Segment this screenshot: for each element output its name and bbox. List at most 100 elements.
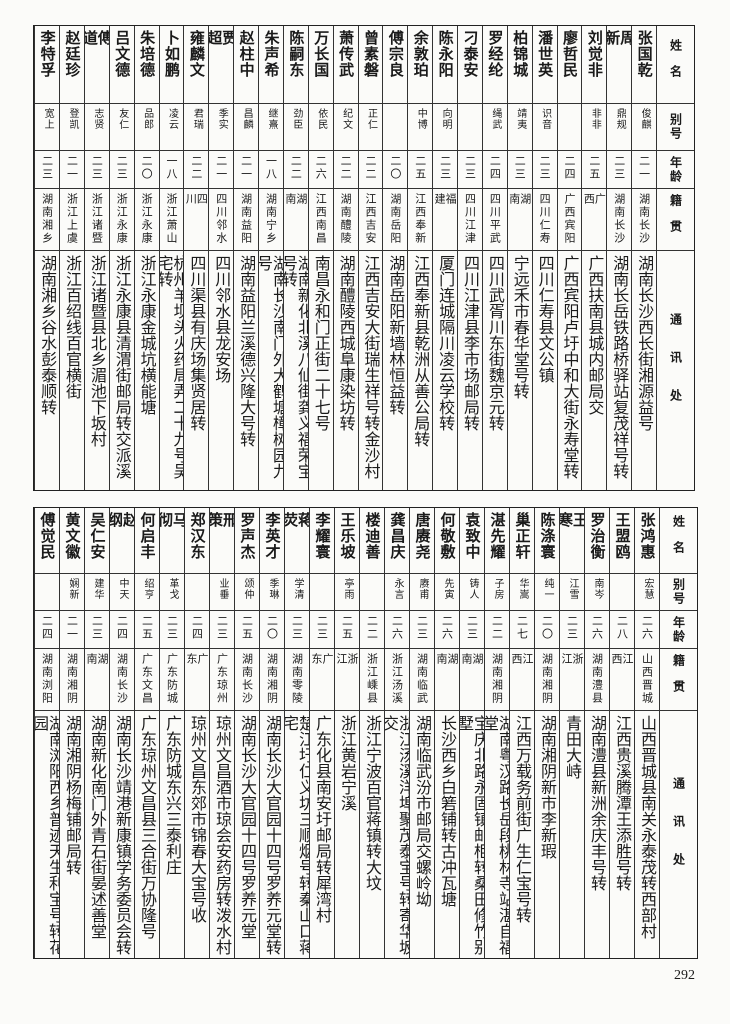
- age-text: 二一: [214, 155, 228, 181]
- alias-text: 业垂: [217, 578, 228, 600]
- header-label: 籍贯: [671, 653, 686, 706]
- address-text: 湖南临武汾市邮局交螺岭坳: [413, 715, 432, 907]
- age-text: 二三: [538, 155, 552, 181]
- origin-cell: 浙江诸暨: [84, 189, 109, 251]
- address-text: 浙江永康金城坑横能塘: [137, 255, 157, 415]
- person-column: 袁致中 铸人 二三 湖南 宝庆北路永固镇邮柜转桑田修竹别墅: [459, 508, 484, 958]
- origin-text: 湖南湘阴: [490, 653, 504, 705]
- header-column: 姓名 别号 年龄 籍贯 通讯处: [656, 26, 694, 490]
- address-text: 浙江百绍线百官横街: [62, 255, 82, 399]
- origin-text: 浙江萧山: [164, 193, 178, 245]
- address-text: 四川渠县有庆场集贤居转: [187, 255, 207, 431]
- address-text: 浙江永康县清渭街邮局转交派溪: [112, 255, 132, 479]
- origin-text: 江西: [510, 653, 534, 692]
- name-text: 巢正轩: [513, 512, 532, 560]
- age-text: 二四: [190, 615, 204, 641]
- name-text: 张鸿惠: [638, 512, 657, 560]
- name-cell: 余敦珀: [408, 26, 433, 104]
- age-cell: 二三: [160, 611, 184, 649]
- age-text: 二〇: [388, 155, 402, 181]
- age-cell: 二三: [310, 611, 334, 649]
- address-text: 湖南新化北溪八仙街龚义福荣宝号转: [283, 255, 308, 479]
- address-cell: 浙江汤溪洋埠聚茂泰宝号转寄华坂交: [385, 711, 409, 957]
- alias-cell: [383, 104, 408, 151]
- alias-cell: 永言: [385, 574, 409, 611]
- origin-cell: 江西: [610, 649, 634, 711]
- origin-text: 湖南湘乡: [40, 193, 54, 245]
- address-text: 南昌永和门正街二十七号: [311, 255, 331, 431]
- person-column: 马彻 革戈 二三 广东防城 广东防城东兴三泰利庄: [159, 508, 184, 958]
- alias-text: 江雪: [567, 578, 578, 600]
- address-cell: 广东琼州文昌县三合街万协隆号: [135, 711, 159, 957]
- age-text: 二六: [314, 155, 328, 181]
- origin-text: 广东: [185, 653, 209, 692]
- person-column: 龚昌庆 永言 二六 浙江汤溪 浙江汤溪洋埠聚茂泰宝号转寄华坂交: [384, 508, 409, 958]
- name-text: 何敬敷: [438, 512, 457, 560]
- alias-text: 君瑞: [191, 108, 203, 130]
- name-cell: 何敬敷: [435, 508, 459, 574]
- name-text: 潘世英: [536, 30, 555, 78]
- age-cell: 二三: [532, 151, 557, 189]
- name-text: 余敦珀: [411, 30, 430, 78]
- name-text: 黄文徽: [63, 512, 82, 560]
- name-cell: 朱声希: [259, 26, 283, 104]
- name-text: 傅觉民: [38, 512, 57, 560]
- origin-text: 湖南临武: [415, 653, 429, 705]
- header-age: 年龄: [660, 611, 697, 649]
- age-text: 二四: [488, 155, 502, 181]
- address-text: 广西宾阳卢圩中和大街永寿堂转: [560, 255, 580, 479]
- age-cell: 一八: [159, 151, 184, 189]
- alias-cell: 绳武: [482, 104, 507, 151]
- origin-text: 福建: [433, 193, 457, 232]
- address-cell: 厦门连城隔川凌云学校转: [433, 251, 457, 489]
- age-cell: 二四: [557, 151, 582, 189]
- alias-text: 志贤: [91, 108, 103, 130]
- origin-cell: 湖南湘阴: [485, 649, 509, 711]
- name-text: 罗经纶: [486, 30, 505, 78]
- address-text: 湖南澧县新洲余庆丰号转: [588, 715, 607, 891]
- address-text: 长沙西乡白箬铺转古冲瓦塘: [438, 715, 457, 907]
- alias-cell: 建华: [85, 574, 109, 611]
- origin-cell: 湖南长沙: [632, 189, 656, 251]
- alias-cell: 江雪: [560, 574, 584, 611]
- name-cell: 黄文徽: [60, 508, 84, 574]
- person-column: 陈嗣东 劲臣 二二 湖南 湖南新化北溪八仙街龚义福荣宝号转: [282, 26, 308, 490]
- address-text: 湖南长沙靖港新康镇学务委员会转: [113, 715, 132, 955]
- alias-text: 凌云: [166, 108, 178, 130]
- alias-cell: [185, 574, 209, 611]
- alias-cell: 非非: [582, 104, 607, 151]
- alias-cell: 中博: [408, 104, 433, 151]
- origin-text: 湖南: [460, 653, 484, 692]
- name-cell: 萧传武: [333, 26, 358, 104]
- person-column: 王寒 江雪 二三 浙江 青田大峙: [559, 508, 584, 958]
- header-origin: 籍贯: [660, 649, 697, 711]
- age-cell: 二四: [110, 611, 134, 649]
- alias-cell: [360, 574, 384, 611]
- name-text: 朱培德: [138, 30, 157, 78]
- age-text: 二〇: [540, 615, 554, 641]
- age-text: 二五: [140, 615, 154, 641]
- alias-cell: 中天: [110, 574, 134, 611]
- name-cell: 赵纲: [110, 508, 134, 574]
- alias-text: 铸人: [467, 578, 478, 600]
- address-cell: 湖南新化北溪八仙街龚义福荣宝号转: [284, 251, 308, 489]
- address-text: 江西吉安大街瑞生祥号转金沙村: [361, 255, 381, 479]
- age-cell: 二二: [184, 151, 209, 189]
- alias-text: 中博: [415, 108, 427, 130]
- origin-cell: 山西晋城: [635, 649, 659, 711]
- origin-text: 湖南长沙: [637, 193, 651, 245]
- alias-text: 登凯: [66, 108, 78, 130]
- alias-text: 革戈: [167, 578, 178, 600]
- person-column: 余敦珀 中博 二五 江西奉新 江西奉新县乾洲从善公局转: [407, 26, 433, 490]
- alias-cell: 先寅: [435, 574, 459, 611]
- name-cell: 柏锦城: [507, 26, 532, 104]
- name-cell: 陈永阳: [433, 26, 457, 104]
- alias-cell: 纪文: [333, 104, 358, 151]
- name-text: 贾超: [209, 30, 234, 67]
- address-cell: 湖南益阳兰溪德兴隆大号转: [234, 251, 258, 489]
- alias-cell: 鼎规: [607, 104, 632, 151]
- alias-cell: 正仁: [358, 104, 383, 151]
- name-text: 袁致中: [463, 512, 482, 560]
- origin-cell: 湖南宁乡: [259, 189, 283, 251]
- origin-cell: 广西: [582, 189, 607, 251]
